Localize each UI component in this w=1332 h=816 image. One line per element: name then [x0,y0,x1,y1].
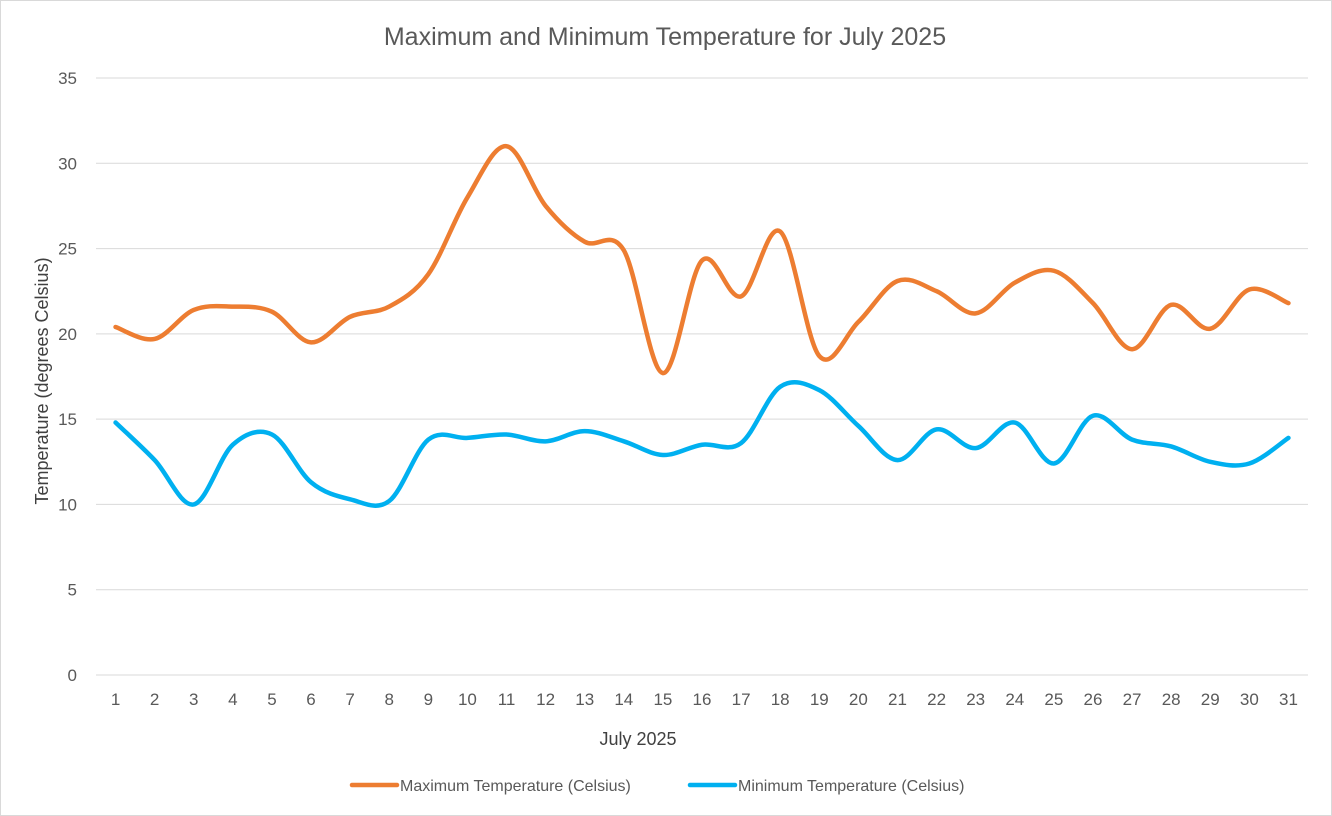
y-axis-ticks: 0 5 10 15 20 25 30 35 [58,69,77,685]
y-tick-label: 30 [58,154,77,173]
x-tick-label: 25 [1044,690,1063,709]
x-tick-label: 4 [228,690,237,709]
x-tick-label: 9 [424,690,433,709]
x-tick-label: 27 [1123,690,1142,709]
y-tick-label: 35 [58,69,77,88]
x-tick-label: 1 [111,690,120,709]
y-axis-label: Temperature (degrees Celsius) [32,257,52,504]
x-tick-label: 21 [888,690,907,709]
min-temperature-line [113,379,1291,508]
legend-min-label: Minimum Temperature (Celsius) [738,778,964,795]
x-tick-label: 5 [267,690,276,709]
y-tick-label: 25 [58,240,77,259]
x-tick-label: 16 [693,690,712,709]
x-axis-label: July 2025 [599,729,676,749]
series-lines [113,143,1291,508]
x-tick-label: 6 [306,690,315,709]
x-tick-label: 17 [732,690,751,709]
x-tick-label: 12 [536,690,555,709]
x-tick-label: 29 [1201,690,1220,709]
x-tick-label: 22 [927,690,946,709]
y-tick-label: 10 [58,495,77,514]
gridlines [96,77,1308,676]
x-tick-label: 24 [1005,690,1024,709]
legend-max-label: Maximum Temperature (Celsius) [400,778,631,795]
x-tick-label: 14 [614,690,633,709]
x-tick-label: 18 [771,690,790,709]
chart-title: Maximum and Minimum Temperature for July… [384,23,946,51]
max-temperature-line [113,143,1291,376]
x-tick-label: 2 [150,690,159,709]
y-tick-label: 20 [58,325,77,344]
x-tick-label: 23 [966,690,985,709]
x-tick-label: 11 [498,690,516,709]
x-tick-label: 28 [1162,690,1181,709]
x-tick-label: 30 [1240,690,1259,709]
x-tick-label: 10 [458,690,477,709]
y-tick-label: 0 [68,666,77,685]
x-tick-label: 26 [1084,690,1103,709]
legend: Maximum Temperature (Celsius) Minimum Tem… [349,778,964,795]
x-tick-label: 19 [810,690,829,709]
x-tick-label: 20 [849,690,868,709]
x-tick-label: 13 [575,690,594,709]
x-tick-label: 8 [384,690,393,709]
y-tick-label: 5 [68,581,77,600]
y-tick-label: 15 [58,410,77,429]
x-axis-ticks: 1 2 3 4 5 6 7 8 9 10 11 12 13 14 15 16 17 18 19 20 21 22 23 24 2… [111,690,1298,709]
x-tick-label: 15 [653,690,672,709]
x-tick-label: 31 [1279,690,1298,709]
x-tick-label: 7 [345,690,354,709]
x-tick-label: 3 [189,690,198,709]
